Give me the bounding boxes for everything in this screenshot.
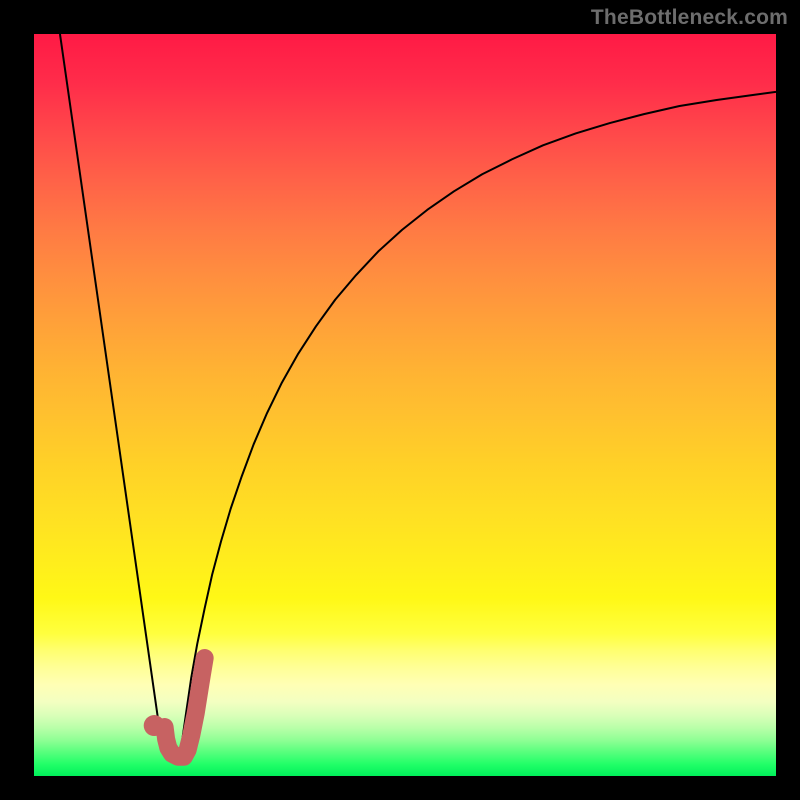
watermark-text: TheBottleneck.com [591, 6, 788, 30]
plot-area [34, 34, 776, 776]
chart-root: { "watermark": { "text": "TheBottleneck.… [0, 0, 800, 800]
curve-lines [34, 34, 776, 776]
